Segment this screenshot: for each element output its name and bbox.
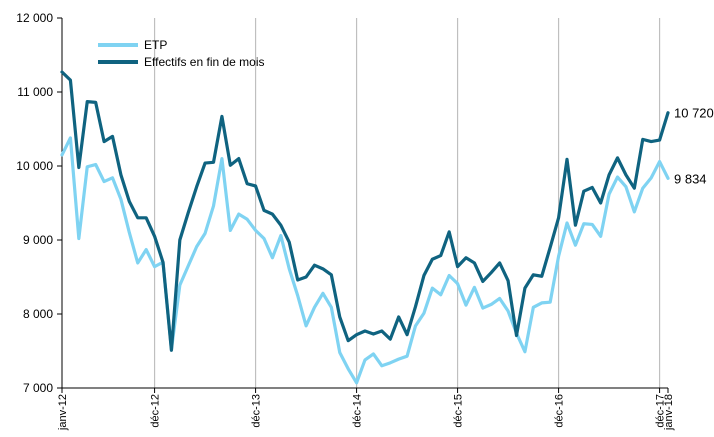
y-tick-label: 9 000	[23, 233, 53, 247]
y-tick-label: 8 000	[23, 307, 53, 321]
axes: 7 000 8 000 9 000 10 000 11 000 12 000 janv-12…	[16, 11, 675, 431]
x-tick-label: déc-13	[251, 394, 263, 428]
series-lines	[60, 70, 670, 385]
y-tick-label: 10 000	[16, 159, 53, 173]
x-tick-label: déc-12	[150, 394, 162, 428]
y-tick-label: 7 000	[23, 381, 53, 395]
x-tick-label: janv-18	[663, 394, 675, 431]
y-tick-label: 11 000	[17, 85, 53, 99]
gridlines	[153, 18, 661, 388]
x-tick-label: déc-15	[453, 394, 465, 428]
end-value-label: 10 720	[674, 106, 714, 121]
legend-label: ETP	[144, 38, 167, 52]
x-tick-label: déc-16	[554, 394, 566, 428]
x-tick-label: déc-14	[352, 394, 364, 428]
series-line-effectifs	[60, 70, 670, 352]
series-line-etp	[60, 136, 670, 385]
x-tick-label: janv-12	[57, 394, 69, 431]
labels: 10 720 9 834	[674, 106, 714, 187]
legend: ETP Effectifs en fin de mois	[98, 38, 265, 69]
x-tick-label: déc-17	[655, 394, 667, 428]
legend-label: Effectifs en fin de mois	[144, 55, 265, 69]
y-tick-label: 12 000	[16, 11, 53, 25]
end-value-label: 9 834	[674, 171, 707, 186]
